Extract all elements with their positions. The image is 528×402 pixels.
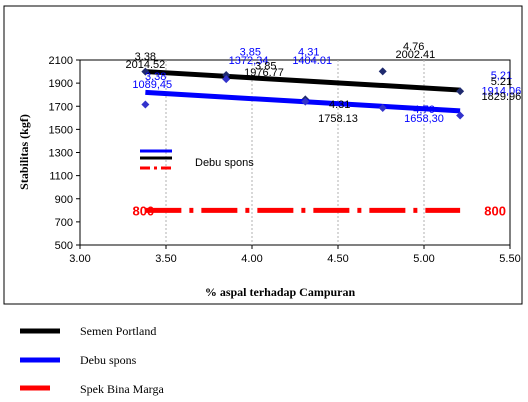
legend-label-semen-portland: Semen Portland [80, 324, 156, 338]
data-point-semen-portland [222, 71, 231, 80]
x-axis-title: % aspal terhadap Campuran [205, 285, 356, 299]
y-tick-label: 900 [55, 194, 73, 206]
bottom-legend: Semen Portland Debu spons Spek Bina Marg… [20, 324, 164, 396]
data-label: 3,85 [240, 46, 261, 58]
data-label: 4,76 [413, 104, 434, 116]
legend-label-spek-bina-marga: Spek Bina Marga [80, 382, 164, 396]
data-label: 1372,34 [229, 55, 269, 67]
data-label: 3,38 [145, 71, 166, 83]
y-tick-label: 1900 [49, 78, 73, 90]
data-label: 1404.01 [292, 55, 332, 67]
data-point-debu-spons [456, 111, 465, 120]
y-axis-title: Stabilitas (kgf) [17, 114, 31, 190]
y-tick-label: 500 [55, 240, 73, 252]
y-tick-label: 1100 [49, 171, 73, 183]
series-layer: 800 800 [133, 67, 506, 218]
data-label: 2014.52 [125, 59, 165, 71]
trendline-semen-portland [145, 69, 461, 93]
x-tick-label: 5.50 [499, 253, 520, 265]
data-label: 4.76 [403, 41, 424, 53]
y-tick-label: 1700 [49, 101, 73, 113]
data-label: 3.38 [135, 51, 156, 63]
data-point-debu-spons [378, 103, 387, 112]
x-tick-label: 5.00 [413, 253, 434, 265]
data-point-semen-portland [141, 67, 150, 76]
inset-legend: Debu spons [140, 149, 254, 170]
x-tick-label: 4.00 [241, 253, 262, 265]
data-label: 5.21 [491, 76, 512, 88]
y-tick-label: 1300 [49, 148, 73, 160]
spec-label-right: 800 [484, 203, 506, 218]
x-tick-label: 3.50 [155, 253, 176, 265]
legend-label-debu-spons: Debu spons [80, 353, 137, 367]
data-label: 1658,30 [404, 113, 444, 125]
data-label: 1976.77 [244, 67, 284, 79]
data-label: 5,21 [491, 70, 512, 82]
data-label: 3.85 [255, 60, 276, 72]
y-tick-label: 1500 [49, 124, 73, 136]
data-label: 1914,06 [482, 86, 522, 98]
x-tick-label: 4.50 [327, 253, 348, 265]
data-label: 1089,45 [132, 79, 172, 91]
y-tick-label: 700 [55, 217, 73, 229]
data-point-debu-spons [301, 97, 310, 106]
x-tick-label: 3.00 [69, 253, 90, 265]
data-point-semen-portland [378, 67, 387, 76]
spec-label-left: 800 [133, 203, 155, 218]
data-point-debu-spons [141, 100, 150, 109]
data-label: 4.31 [329, 99, 350, 111]
y-tick-label: 2100 [49, 55, 73, 67]
data-point-semen-portland [456, 87, 465, 96]
data-label: 4,31 [298, 46, 319, 58]
data-label: 1829.96 [482, 91, 522, 103]
data-point-debu-spons [222, 75, 231, 84]
axes: 3.00 3.50 4.00 4.50 5.00 5.50 500 700 900 1100 130… [49, 55, 521, 265]
data-label: 1758.13 [318, 113, 358, 125]
data-label: 2002.41 [396, 49, 436, 61]
inset-legend-label: Debu spons [195, 157, 254, 169]
